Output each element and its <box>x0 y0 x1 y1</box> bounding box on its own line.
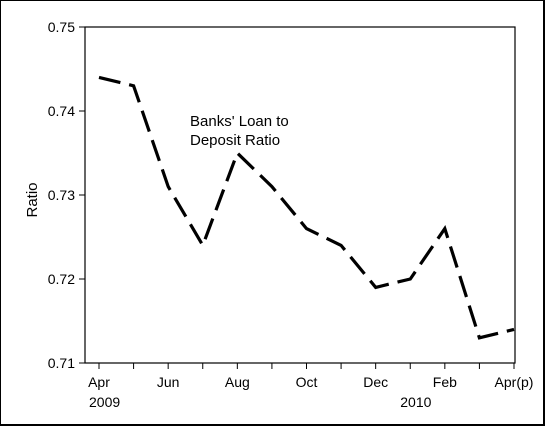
y-axis-ticks: 0.71 0.72 0.73 0.74 0.75 <box>48 19 85 371</box>
x-tick-label: Dec <box>363 374 388 390</box>
x-tick-label: Oct <box>296 374 318 390</box>
y-tick-label: 0.73 <box>48 187 75 203</box>
x-tick-label: Apr <box>88 374 110 390</box>
plot-area-border <box>84 26 516 364</box>
x-axis-ticks: Apr Jun Aug Oct Dec Feb Apr(p) 2009 2010 <box>88 363 533 410</box>
plot-area <box>84 26 516 364</box>
x-year-label: 2009 <box>89 394 120 410</box>
x-year-label: 2010 <box>400 394 431 410</box>
series-line <box>98 75 515 340</box>
x-tick-label: Feb <box>433 374 457 390</box>
x-tick-label: Aug <box>225 374 250 390</box>
series-group <box>98 75 515 340</box>
x-tick-label: Apr(p) <box>495 374 534 390</box>
annotation-line-1: Banks' Loan to <box>190 113 289 130</box>
y-tick-label: 0.74 <box>48 103 75 119</box>
annotation-line-2: Deposit Ratio <box>190 132 280 149</box>
x-tick-label: Jun <box>157 374 180 390</box>
y-tick-label: 0.75 <box>48 19 75 35</box>
y-axis-label: Ratio <box>24 182 41 217</box>
y-tick-label: 0.72 <box>48 271 75 287</box>
y-tick-label: 0.71 <box>48 355 75 371</box>
